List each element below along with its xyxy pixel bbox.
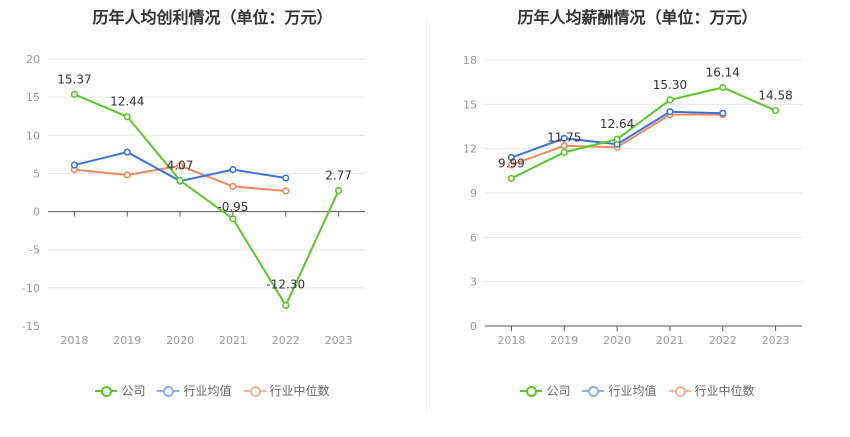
y-tick-label: 5 (33, 167, 40, 180)
y-tick-label: 0 (470, 320, 477, 333)
y-tick-label: 10 (26, 129, 40, 142)
x-tick-label: 2022 (709, 334, 737, 347)
legend-label-industry-median: 行业中位数 (694, 384, 755, 398)
data-point-industry-mean (282, 174, 290, 182)
x-tick-label: 2023 (325, 334, 353, 347)
data-point-industry-median (229, 182, 237, 190)
data-point-industry-median (560, 142, 568, 150)
data-label-company: -0.95 (217, 200, 248, 214)
y-tick-label: -5 (29, 244, 40, 257)
data-label-company: 15.37 (57, 72, 91, 86)
y-tick-label: 9 (470, 187, 477, 200)
legend-swatch-industry-median (668, 385, 691, 397)
legend-item-industry-median[interactable]: 行业中位数 (243, 382, 330, 399)
salary-chart-legend: 公司 行业均值 行业中位数 (425, 382, 850, 399)
data-point-industry-mean (560, 134, 568, 142)
data-label-company: 15.30 (653, 78, 687, 92)
data-label-company: -12.30 (266, 277, 305, 291)
data-label-company: 12.64 (600, 117, 634, 131)
x-tick-label: 2019 (550, 334, 578, 347)
data-label-company: 11.75 (547, 130, 581, 144)
series-line-company (510, 86, 776, 180)
data-point-industry-mean (70, 161, 79, 169)
y-tick-label: 20 (26, 53, 40, 66)
x-tick-label: 2018 (60, 334, 88, 347)
x-tick-label: 2020 (603, 334, 631, 347)
data-label-company: 2.77 (325, 168, 352, 182)
data-point-company (507, 174, 516, 182)
x-tick-label: 2021 (219, 334, 247, 347)
salary-chart-plot: 18 15 12 9 6 3 0 2018 2019 2020 2021 2022 2023 9.99 11… (463, 54, 802, 347)
profit-chart-title: 历年人均创利情况（单位：万元） (92, 8, 333, 27)
data-point-industry-median (123, 171, 131, 179)
profit-chart-legend: 公司 行业均值 行业中位数 (0, 382, 425, 399)
data-point-industry-mean (229, 166, 237, 174)
data-label-company: 16.14 (706, 65, 740, 79)
legend-label-industry-mean: 行业均值 (608, 384, 657, 398)
y-tick-label: -10 (22, 282, 40, 295)
data-point-company (666, 96, 674, 104)
legend-label-company: 公司 (546, 384, 571, 398)
legend-item-company[interactable]: 公司 (95, 382, 145, 399)
legend-swatch-industry-mean (157, 385, 180, 397)
x-tick-label: 2019 (113, 334, 141, 347)
data-point-company (719, 83, 727, 92)
salary-chart-panel: 历年人均薪酬情况（单位：万元） 18 15 12 9 6 3 0 2018 2019 2020 20… (425, 0, 850, 437)
legend-swatch-company (520, 385, 543, 397)
x-tick-label: 2023 (762, 334, 790, 347)
salary-chart-title: 历年人均薪酬情况（单位：万元） (517, 8, 758, 27)
y-tick-label: 15 (26, 91, 40, 104)
legend-item-industry-mean[interactable]: 行业均值 (157, 382, 232, 399)
legend-item-industry-median[interactable]: 行业中位数 (668, 382, 755, 399)
data-label-company: 12.44 (110, 95, 144, 109)
data-point-industry-mean (507, 153, 516, 162)
y-tick-label: -15 (22, 320, 40, 333)
legend-item-company[interactable]: 公司 (520, 382, 570, 399)
data-point-company (560, 148, 568, 156)
x-tick-label: 2021 (656, 334, 684, 347)
data-point-industry-mean (123, 148, 131, 156)
legend-label-industry-mean: 行业均值 (183, 384, 232, 398)
data-point-company (70, 90, 79, 98)
legend-swatch-industry-mean (582, 385, 605, 397)
data-point-company (123, 113, 131, 121)
x-tick-label: 2020 (166, 334, 194, 347)
data-point-company (613, 135, 621, 143)
data-point-industry-median (507, 161, 516, 169)
panel-divider (426, 20, 427, 410)
profit-chart-panel: 历年人均创利情况（单位：万元） 20 15 10 5 0 -5 -10 -15 2018 2019… (0, 8, 425, 399)
data-label-company: 4.07 (167, 159, 194, 173)
y-tick-label: 12 (463, 143, 477, 156)
data-label-company: 14.58 (758, 89, 792, 103)
series-line-company (74, 93, 340, 308)
legend-item-industry-mean[interactable]: 行业均值 (582, 382, 657, 399)
x-tick-label: 2018 (497, 334, 525, 347)
data-point-industry-mean (666, 108, 674, 116)
y-tick-label: 6 (470, 231, 477, 244)
data-point-company (334, 186, 343, 195)
y-tick-label: 3 (470, 276, 477, 289)
data-point-company (176, 176, 184, 185)
data-point-company (771, 106, 780, 115)
data-label-company: 9.99 (498, 156, 525, 170)
data-point-industry-median (176, 162, 184, 170)
data-point-industry-mean (719, 109, 727, 117)
legend-label-industry-median: 行业中位数 (269, 384, 330, 398)
data-point-company (282, 301, 290, 310)
y-tick-label: 15 (463, 98, 477, 111)
legend-label-company: 公司 (121, 384, 146, 398)
x-tick-label: 2022 (272, 334, 300, 347)
legend-swatch-industry-median (243, 385, 266, 397)
data-point-company (229, 215, 237, 223)
profit-chart-plot: 20 15 10 5 0 -5 -10 -15 2018 2019 2020 2021 2022 2023… (22, 53, 365, 347)
legend-swatch-company (95, 385, 118, 397)
data-point-industry-median (282, 187, 290, 195)
y-tick-label: 0 (33, 206, 40, 219)
y-tick-label: 18 (463, 54, 477, 67)
